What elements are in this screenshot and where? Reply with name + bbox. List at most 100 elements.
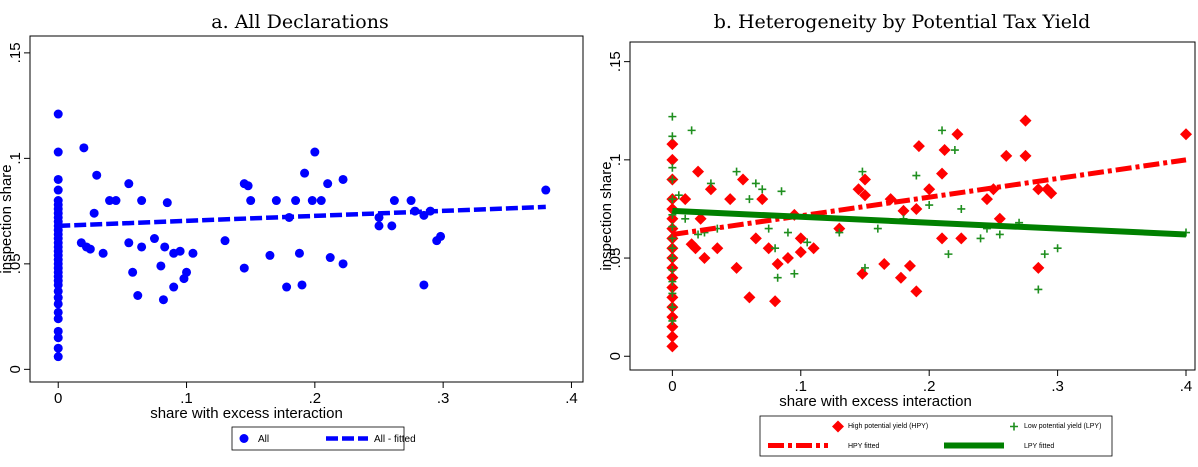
point (995, 230, 1004, 239)
point (239, 434, 249, 443)
point (794, 232, 807, 245)
point (133, 291, 143, 300)
point (976, 234, 985, 243)
point (124, 179, 134, 189)
legend-label: HPY fitted (848, 443, 879, 450)
point (858, 189, 871, 202)
point (783, 228, 792, 237)
point (692, 165, 705, 178)
chart-title: b. Heterogeneity by Potential Tax Yield (714, 11, 1091, 33)
point (762, 242, 775, 255)
point (175, 246, 185, 256)
legend: All All - fitted (231, 426, 416, 451)
point (758, 185, 767, 194)
plot-frame (29, 35, 584, 383)
point (188, 248, 198, 258)
point (53, 314, 63, 324)
point (957, 204, 966, 213)
point (694, 230, 703, 239)
legend-label: Low potential yield (LPY) (1024, 423, 1101, 430)
x-tick-label: .4 (565, 390, 578, 407)
point (53, 307, 63, 317)
point (666, 340, 679, 353)
y-axis-label: inspection share (598, 161, 615, 270)
point (297, 280, 307, 290)
point (674, 191, 683, 200)
y-tick-label: .15 (607, 51, 624, 72)
legend-label: All - fitted (374, 434, 416, 445)
point (338, 259, 348, 269)
point (860, 263, 869, 272)
x-tick-label: .3 (1051, 378, 1064, 395)
point (910, 285, 923, 298)
point (858, 167, 867, 176)
x-axis-label: share with excess interaction (779, 393, 972, 410)
point (807, 242, 820, 255)
point (781, 252, 794, 265)
point (698, 252, 711, 265)
y-axis-label: inspection share (0, 164, 15, 273)
point (777, 187, 786, 196)
point (53, 326, 63, 336)
point (912, 171, 921, 180)
point (706, 179, 715, 188)
point (668, 277, 677, 286)
point (769, 295, 782, 308)
point (137, 196, 147, 206)
point (668, 254, 677, 263)
point (419, 280, 429, 290)
point (239, 263, 249, 273)
point (951, 128, 964, 141)
point (936, 232, 949, 245)
point (764, 224, 773, 233)
point (158, 295, 168, 305)
point (993, 212, 1006, 225)
point (53, 299, 63, 309)
point (387, 221, 397, 231)
point (668, 303, 677, 312)
fitted-line (58, 204, 546, 229)
point (53, 286, 63, 296)
y-tick-label: .1 (7, 152, 24, 165)
point (338, 174, 348, 184)
point (771, 244, 780, 253)
point (732, 167, 741, 176)
x-axis-label: share with excess interaction (150, 405, 343, 422)
point (668, 265, 677, 274)
point (124, 238, 134, 248)
point (89, 208, 99, 218)
point (310, 147, 320, 157)
point (53, 280, 63, 290)
point (128, 267, 138, 277)
point (149, 234, 159, 244)
point (53, 174, 63, 184)
point (894, 271, 907, 284)
point (1034, 285, 1043, 294)
point (938, 144, 951, 157)
point (265, 250, 275, 260)
point (687, 126, 696, 135)
point (271, 196, 281, 206)
panel: b. Heterogeneity by Potential Tax Yield 0… (598, 11, 1196, 457)
point (291, 196, 301, 206)
x-tick-label: .2 (923, 378, 936, 395)
point (162, 198, 172, 208)
legend-label: High potential yield (HPY) (848, 423, 928, 430)
legend-label: LPY fitted (1024, 443, 1054, 450)
plot-frame (629, 41, 1196, 371)
point (737, 173, 749, 186)
point (689, 242, 702, 255)
point (790, 269, 799, 278)
point (307, 196, 317, 206)
point (1053, 244, 1062, 253)
point (858, 173, 871, 186)
point (745, 195, 754, 204)
legend-label: All (258, 434, 269, 445)
point (835, 228, 844, 237)
point (950, 146, 959, 155)
point (53, 185, 63, 195)
x-tick-label: .1 (180, 390, 193, 407)
point (803, 238, 812, 247)
point (856, 267, 869, 280)
